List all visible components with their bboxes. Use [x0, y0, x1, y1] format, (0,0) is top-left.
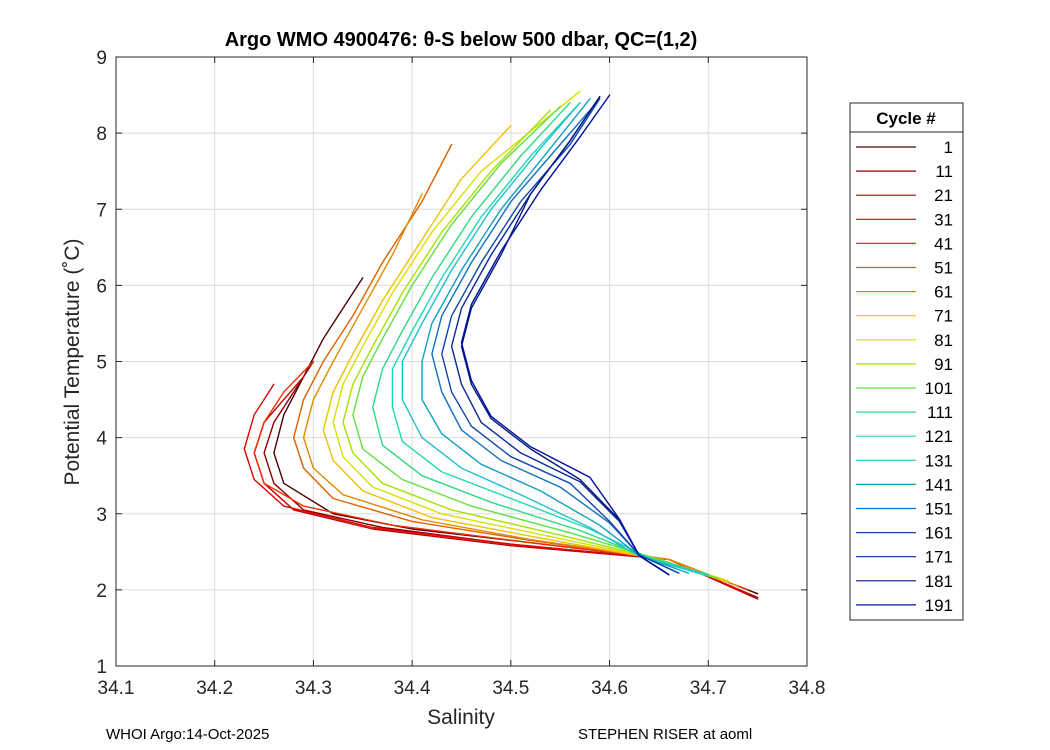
legend-label: 181 — [925, 572, 953, 591]
series-line-cycle-151 — [431, 98, 680, 574]
y-tick-label: 2 — [96, 581, 107, 602]
x-tick-label: 34.5 — [492, 678, 529, 699]
legend-label: 111 — [927, 403, 953, 422]
y-tick-label: 4 — [96, 429, 107, 450]
y-tick-label: 9 — [96, 48, 107, 69]
x-tick-label: 34.1 — [98, 678, 135, 699]
legend-box — [849, 102, 964, 621]
series-line-cycle-41 — [253, 360, 749, 591]
legend-label: 171 — [925, 548, 953, 567]
x-tick-label: 34.7 — [690, 678, 727, 699]
legend-label: 161 — [925, 524, 953, 543]
y-tick-label: 1 — [96, 657, 107, 678]
y-axis-label: Potential Temperature (˚C) — [61, 238, 84, 485]
x-tick-label: 34.2 — [196, 678, 233, 699]
legend-label: 141 — [925, 475, 953, 494]
series-layer — [243, 90, 759, 600]
series-line-cycle-81 — [332, 90, 729, 582]
x-tick-label: 34.8 — [789, 678, 826, 699]
series-line-cycle-71 — [322, 124, 729, 583]
series-line-cycle-111 — [372, 101, 709, 577]
series-line-cycle-51 — [293, 143, 739, 587]
legend-label: 191 — [925, 596, 953, 615]
legend-label: 41 — [934, 234, 953, 253]
legend-label: 121 — [925, 427, 953, 446]
series-line-cycle-61 — [302, 193, 739, 587]
legend-label: 11 — [935, 162, 953, 181]
legend-title: Cycle # — [876, 109, 936, 128]
series-line-cycle-191 — [460, 94, 670, 576]
series-line-cycle-31 — [243, 383, 749, 595]
series-line-cycle-21 — [253, 376, 759, 600]
footer-credit-right: STEPHEN RISER at aoml — [578, 726, 753, 743]
legend-label: 31 — [934, 210, 953, 229]
legend: Cycle # 11121314151617181911011111211311… — [849, 102, 964, 621]
series-line-cycle-131 — [401, 101, 700, 574]
legend-label: 91 — [934, 355, 953, 374]
y-tick-label: 5 — [96, 353, 107, 374]
x-tick-label: 34.4 — [394, 678, 431, 699]
chart-title: Argo WMO 4900476: θ-S below 500 dbar, QC… — [225, 29, 698, 51]
series-line-cycle-121 — [391, 101, 709, 576]
series-line-cycle-141 — [421, 98, 690, 574]
y-tick-label: 3 — [96, 505, 107, 526]
legend-label: 61 — [934, 283, 953, 302]
x-ticks: 34.1 34.2 34.3 34.4 34.5 34.6 34.7 34.8 — [98, 57, 826, 699]
legend-label: 21 — [934, 186, 953, 205]
x-tick-label: 34.3 — [295, 678, 332, 699]
legend-label: 151 — [925, 500, 953, 519]
y-tick-label: 8 — [96, 124, 107, 145]
legend-label: 51 — [934, 259, 953, 278]
series-line-cycle-161 — [441, 98, 680, 574]
series-line-cycle-101 — [352, 105, 719, 580]
footer-credit-left: WHOI Argo:14-Oct-2025 — [106, 726, 270, 743]
legend-entries: 1112131415161718191101111121131141151161… — [856, 138, 953, 615]
y-tick-label: 6 — [96, 276, 107, 297]
x-tick-label: 34.6 — [591, 678, 628, 699]
legend-label: 81 — [934, 331, 953, 350]
y-ticks: 1 2 3 4 5 6 7 8 9 — [96, 48, 807, 678]
legend-label: 101 — [925, 379, 953, 398]
legend-label: 1 — [944, 138, 953, 157]
y-tick-label: 7 — [96, 200, 107, 221]
legend-label: 131 — [925, 451, 953, 470]
x-axis-label: Salinity — [427, 706, 495, 729]
legend-label: 71 — [934, 307, 953, 326]
series-line-cycle-91 — [342, 109, 719, 580]
